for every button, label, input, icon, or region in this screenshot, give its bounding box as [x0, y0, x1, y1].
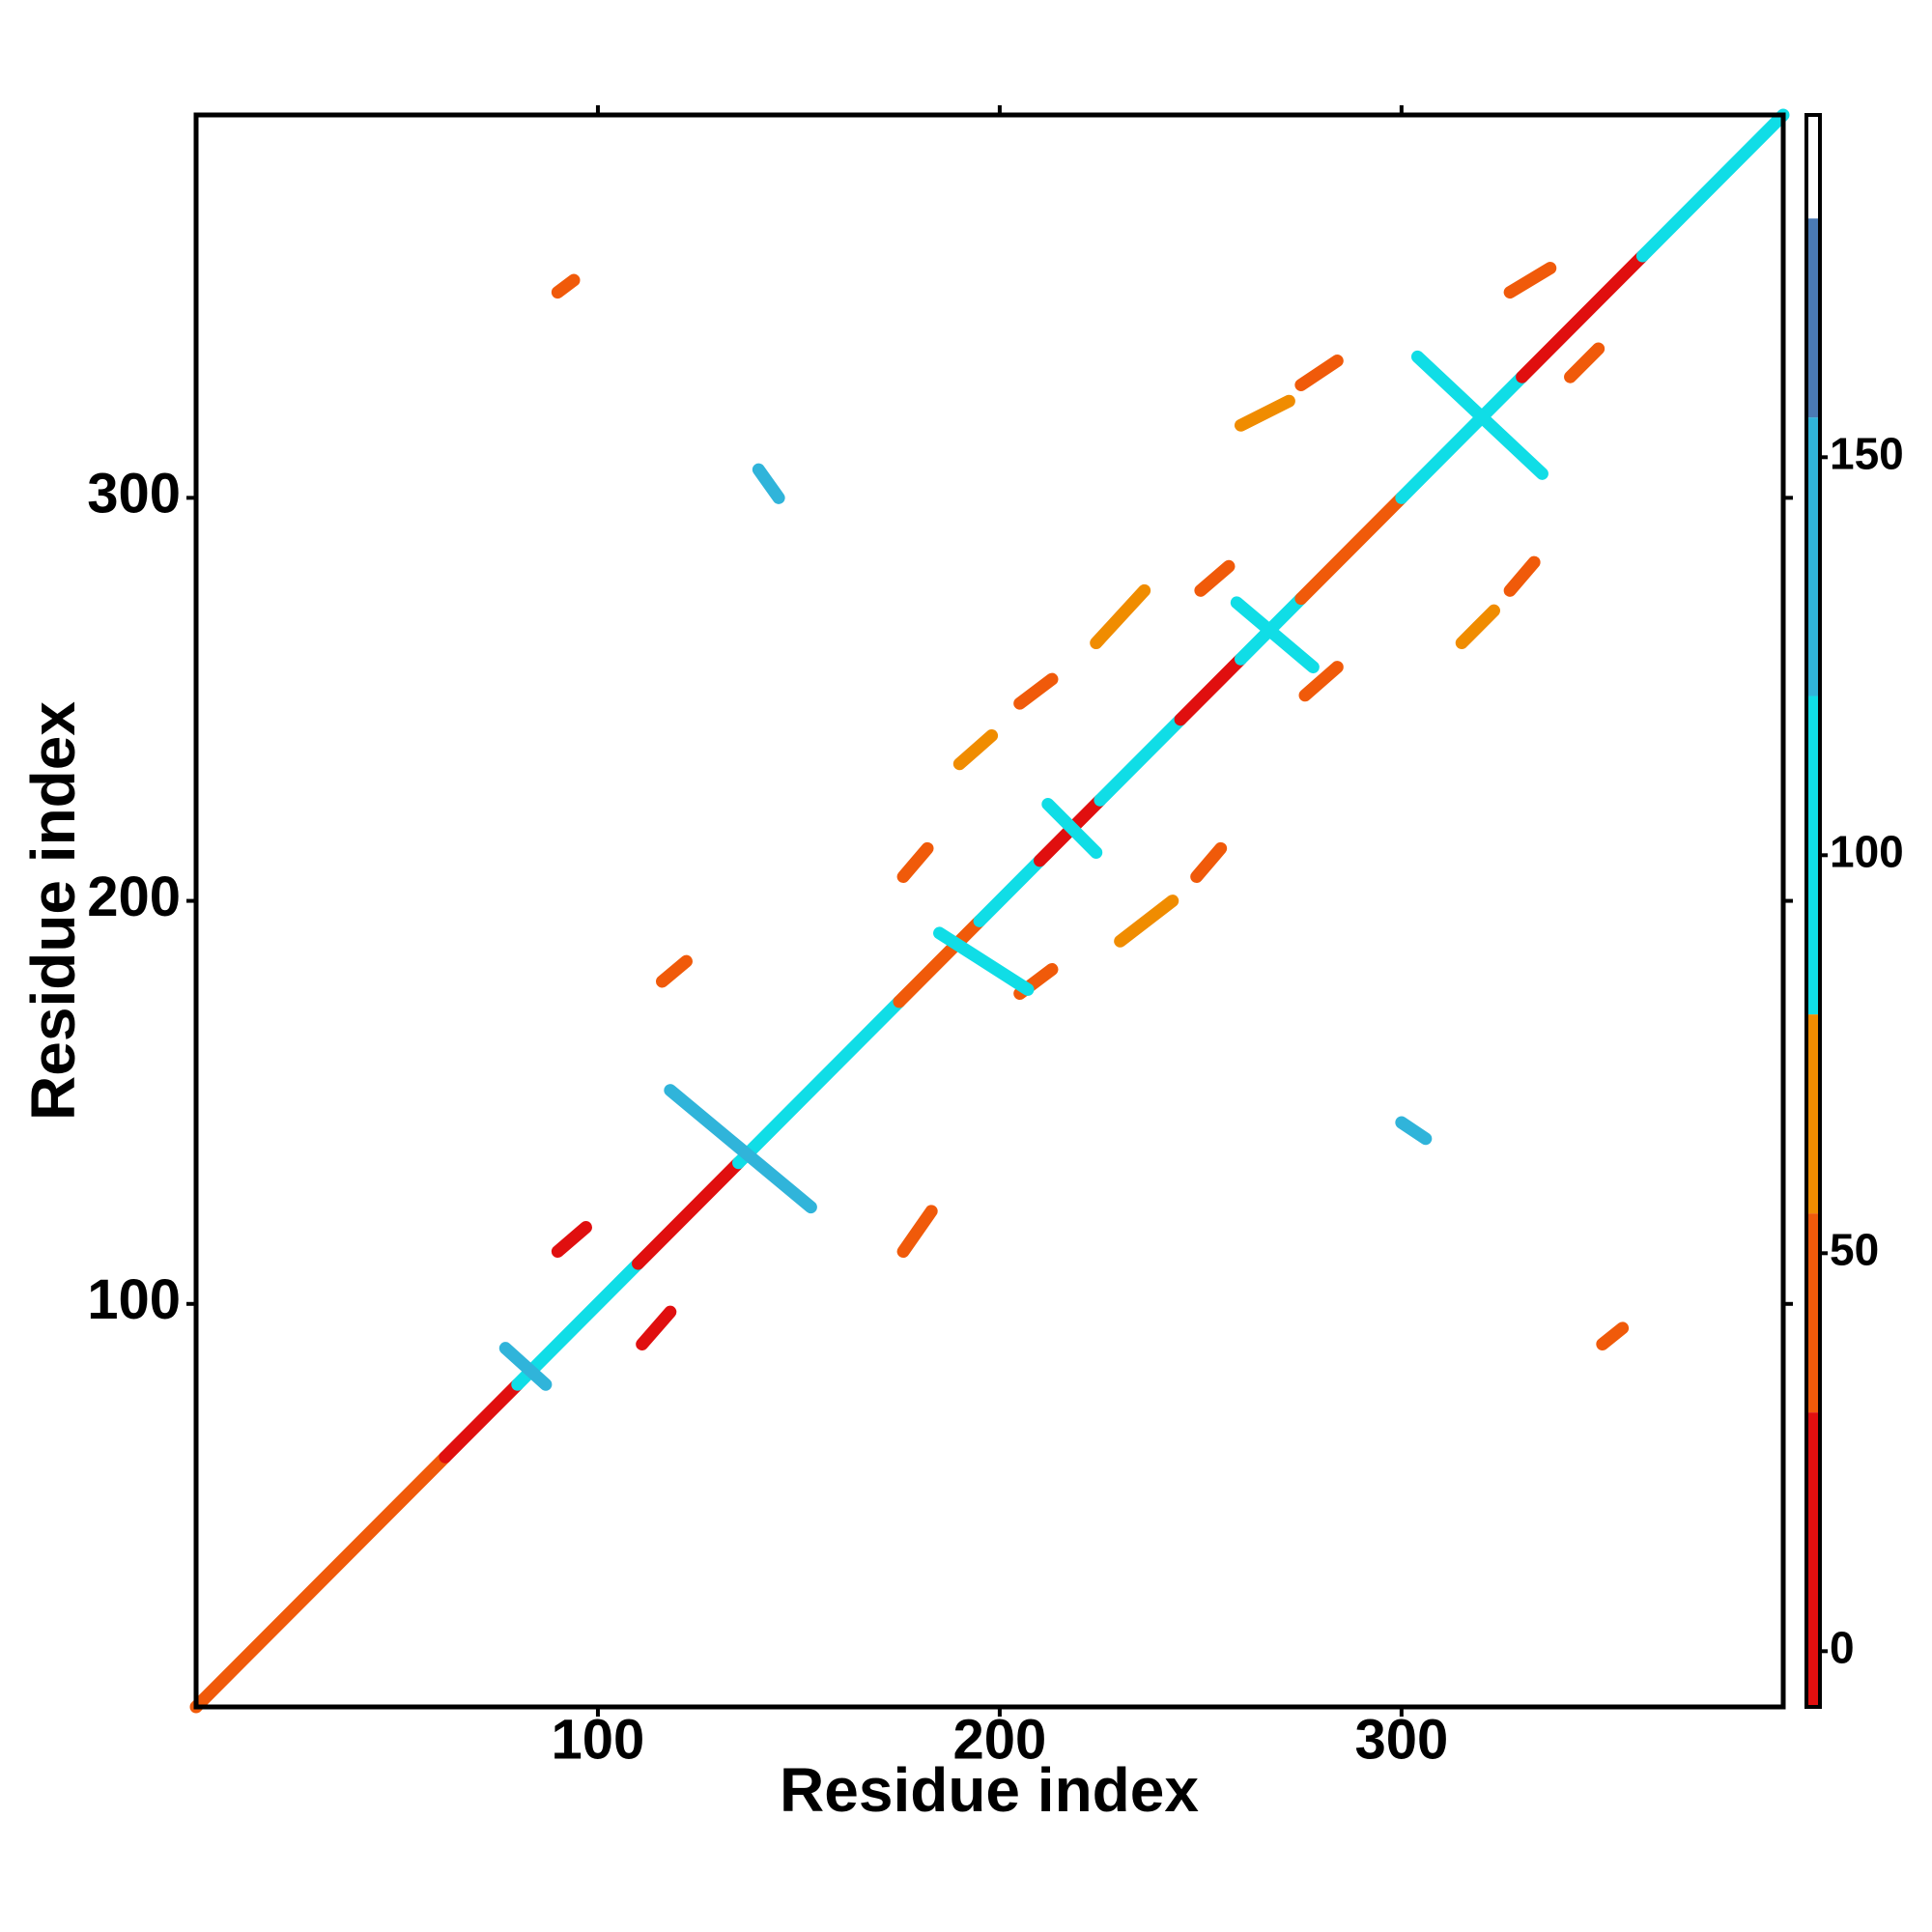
contact-segment: [1294, 491, 1408, 606]
contact-segment: [1455, 604, 1501, 650]
contact-segment: [952, 729, 999, 771]
contact-segment: [551, 1221, 592, 1259]
contact-segment: [1114, 895, 1179, 948]
colorbar-tick-label: 50: [1830, 1224, 1879, 1274]
y-tick-label: 100: [87, 1268, 181, 1331]
contact-segment: [1234, 394, 1295, 432]
contact-segment: [1596, 1321, 1630, 1351]
contact-segment: [1013, 672, 1059, 710]
x-tick-label: 300: [1354, 1708, 1448, 1771]
colorbar-tick-label: 150: [1830, 428, 1904, 478]
colorbar-band: [1806, 1213, 1820, 1413]
contact-segment: [498, 1342, 553, 1391]
y-tick-label: 200: [87, 866, 181, 928]
contact-segment: [896, 841, 934, 884]
contact-segment: [893, 914, 986, 1009]
contact-segment: [632, 1156, 746, 1270]
x-tick-label: 200: [953, 1708, 1047, 1771]
contact-segment: [1298, 661, 1344, 702]
contact-segment: [1395, 370, 1529, 504]
contact-segment: [732, 995, 906, 1170]
contact-segment: [1190, 841, 1228, 884]
colorbar-band: [1806, 696, 1820, 1015]
contact-segment: [511, 1257, 645, 1391]
contact-segment: [933, 926, 1035, 996]
contact-segment: [636, 1305, 677, 1351]
colorbar-band: [1806, 218, 1820, 418]
contact-segment: [1516, 249, 1649, 384]
contact-segment: [1094, 713, 1187, 807]
x-axis-label: Residue index: [780, 1755, 1199, 1825]
contact-segment: [752, 463, 785, 504]
contact-segment: [1090, 583, 1151, 650]
contact-segment: [551, 273, 581, 299]
plot-frame: [193, 112, 1786, 1710]
contact-segment: [1503, 262, 1557, 299]
contact-segment: [1564, 342, 1605, 384]
contact-segment: [439, 1378, 525, 1463]
x-tick-label: 100: [552, 1708, 645, 1771]
contact-segment: [973, 854, 1046, 927]
contact-segment: [1395, 1116, 1433, 1146]
colorbar-band: [1806, 1412, 1820, 1707]
colorbar-frame: [1804, 113, 1822, 1709]
colorbar-band: [1806, 115, 1820, 219]
contact-segment: [1041, 797, 1103, 860]
contact-segment: [1503, 555, 1541, 597]
colorbar-band: [1806, 417, 1820, 696]
contact-segment: [896, 1205, 938, 1259]
contact-segment: [656, 954, 693, 988]
colorbar-tick-label: 100: [1830, 826, 1904, 876]
colorbar-band: [1806, 1014, 1820, 1214]
contact-segment: [189, 1450, 452, 1714]
contact-segment: [664, 1084, 817, 1214]
contact-segment: [1230, 596, 1320, 674]
colorbar-tick-label: 0: [1830, 1622, 1855, 1672]
contact-segment: [1410, 350, 1548, 480]
contact-segment: [1174, 652, 1247, 726]
contact-segment: [1194, 559, 1236, 597]
contact-segment: [1294, 355, 1344, 392]
y-axis-label: Residue index: [18, 701, 88, 1121]
y-tick-label: 300: [87, 463, 181, 526]
contact-segment: [1635, 108, 1790, 263]
